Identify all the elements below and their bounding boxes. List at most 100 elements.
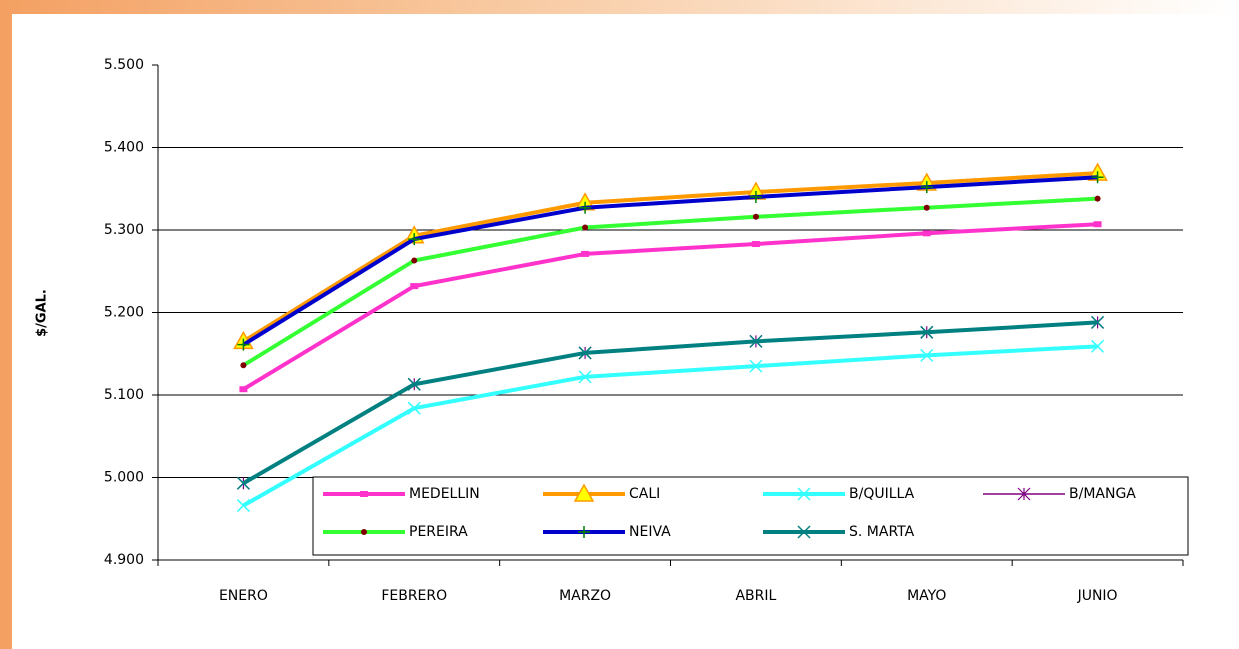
data-point [578,346,592,360]
data-point [749,191,762,203]
marker-shape [1091,171,1104,184]
data-point [236,476,250,490]
legend-label: PEREIRA [409,524,468,540]
marker-shape [240,362,247,369]
data-point [920,348,934,362]
x-tick-label: MARZO [559,588,611,604]
data-point [1091,315,1105,329]
x-tick-label: JUNIO [1077,588,1118,604]
marker-shape [361,529,367,535]
data-point [1091,171,1104,184]
data-point [411,257,418,264]
data-point [239,386,248,393]
data-point [923,204,930,211]
marker-shape [749,191,762,203]
marker-shape [1091,339,1105,353]
data-point [407,401,421,415]
marker-shape [578,346,592,360]
data-point [920,181,933,194]
y-axis-label: $/GAL. [35,289,50,337]
x-tick-label: ENERO [219,588,268,604]
data-point [240,362,247,369]
data-point [1093,221,1102,228]
marker-shape [1094,195,1101,202]
series-line [242,320,1098,486]
y-tick-label: 5.100 [104,387,144,403]
marker-shape [408,233,421,246]
series-line [242,175,1098,347]
marker-shape [1091,315,1105,329]
data-point [920,325,934,339]
legend-label: B/MANGA [1069,486,1136,502]
data-point [236,499,250,513]
legend-marker [797,487,811,501]
series-line [242,344,1098,508]
marker-shape [582,224,589,231]
marker-shape [237,338,250,351]
marker-shape [236,476,250,490]
data-point [410,283,419,290]
legend-marker [1017,487,1031,501]
legend-label: CALI [629,486,660,502]
data-point [749,359,763,373]
marker-shape [920,325,934,339]
marker-shape [752,213,759,220]
data-point [752,213,759,220]
series-line [242,222,1098,391]
x-tick-label: ABRIL [735,588,776,604]
marker-shape [579,201,592,214]
data-point [578,370,592,384]
data-point [579,201,592,214]
data-point [922,230,931,237]
marker-shape [410,283,419,290]
marker-shape [239,386,248,393]
legend-marker [361,529,367,535]
y-tick-label: 5.400 [104,140,144,156]
legend-marker [578,526,590,538]
data-point [581,250,590,257]
x-tick-label: MAYO [907,588,946,604]
marker-shape [920,348,934,362]
legend-label: NEIVA [629,524,671,540]
x-tick-label: FEBRERO [381,588,447,604]
legend-label: B/QUILLA [849,486,915,502]
data-point [408,233,421,246]
marker-shape [923,204,930,211]
y-tick-label: 5.500 [104,57,144,73]
series-line [242,196,1098,368]
y-tick-label: 5.000 [104,470,144,486]
series-line [242,171,1098,344]
marker-shape [920,181,933,194]
marker-shape [922,230,931,237]
data-point [751,241,760,248]
marker-shape [749,359,763,373]
y-tick-label: 4.900 [104,552,144,568]
y-tick-label: 5.200 [104,305,144,321]
marker-shape [573,483,595,502]
marker-shape [411,257,418,264]
legend-marker [360,491,368,497]
marker-shape [407,401,421,415]
marker-shape [1017,487,1031,501]
legend-label: S. MARTA [849,524,915,540]
marker-shape [578,526,590,538]
marker-shape [360,491,368,497]
legend-marker [573,483,595,502]
marker-shape [581,250,590,257]
data-point [1091,339,1105,353]
legend-marker [797,525,811,539]
data-point [407,377,421,391]
marker-shape [236,499,250,513]
data-point [237,338,250,351]
marker-shape [797,487,811,501]
marker-shape [751,241,760,248]
marker-shape [797,525,811,539]
marker-shape [749,334,763,348]
marker-shape [578,370,592,384]
data-point [1094,195,1101,202]
legend-label: MEDELLIN [409,486,480,502]
y-tick-label: 5.300 [104,222,144,238]
marker-shape [1093,221,1102,228]
